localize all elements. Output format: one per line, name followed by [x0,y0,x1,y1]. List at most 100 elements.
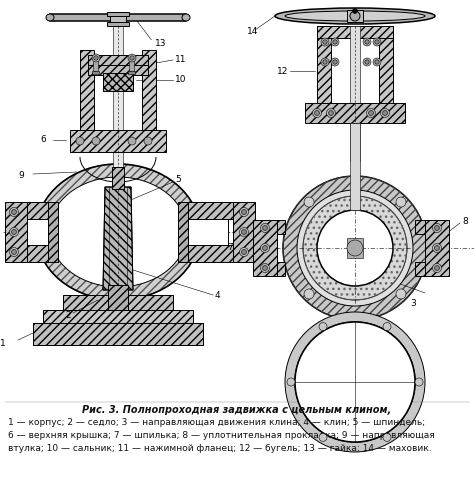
Circle shape [435,245,439,251]
Bar [275,262,285,276]
Circle shape [304,197,314,207]
Circle shape [396,289,406,299]
Circle shape [368,110,374,116]
Text: 3: 3 [410,298,416,308]
Circle shape [295,322,415,442]
Bar [108,285,128,310]
Circle shape [432,224,441,232]
Circle shape [9,207,18,216]
Bar [128,71,136,74]
Bar [188,219,228,245]
Circle shape [317,210,393,286]
Circle shape [239,228,248,237]
Circle shape [239,247,248,256]
Circle shape [381,108,390,118]
Bar [5,202,27,262]
Circle shape [242,229,246,234]
Bar [33,323,203,345]
Circle shape [287,378,295,386]
Text: втулка; 10 — сальник; 11 — нажимной фланец; 12 — бугель; 13 — гайка; 14 — махови: втулка; 10 — сальник; 11 — нажимной флан… [8,444,432,453]
Ellipse shape [46,14,54,21]
Bar [112,167,124,189]
Circle shape [365,40,369,44]
Bar [63,295,173,315]
Bar [347,10,363,22]
Circle shape [315,110,319,116]
Bar [80,50,94,140]
Circle shape [331,58,339,66]
Bar [48,202,58,262]
Ellipse shape [182,14,190,21]
Bar [379,26,393,111]
Bar [25,245,53,262]
Bar [88,65,148,75]
Ellipse shape [285,11,425,21]
Bar [113,26,123,278]
Circle shape [375,40,379,44]
Bar [275,220,285,234]
Circle shape [328,110,334,116]
Circle shape [323,60,327,64]
Circle shape [144,137,152,145]
Circle shape [319,322,327,331]
Circle shape [432,243,441,253]
Bar [178,202,188,262]
Bar [305,103,405,123]
Circle shape [350,11,360,21]
Text: 12: 12 [277,67,288,76]
Bar [350,123,360,210]
Bar [415,262,425,276]
Bar [415,220,425,234]
Bar [110,12,126,26]
Circle shape [435,266,439,270]
Circle shape [383,433,391,442]
Ellipse shape [36,164,200,300]
Circle shape [373,38,381,46]
Circle shape [312,108,321,118]
Circle shape [297,190,413,306]
Circle shape [347,240,363,256]
Text: 6: 6 [40,135,46,145]
Circle shape [333,60,337,64]
Circle shape [263,266,267,270]
Bar [70,130,166,152]
Ellipse shape [49,177,187,287]
Bar [128,56,136,59]
Circle shape [295,322,415,442]
Bar [142,50,156,140]
Circle shape [321,38,329,46]
Circle shape [76,137,84,145]
Text: 6 — верхняя крышка; 7 — шпилька; 8 — уплотнительная прокладка; 9 — направляющая: 6 — верхняя крышка; 7 — шпилька; 8 — упл… [8,431,435,440]
Circle shape [435,226,439,230]
Circle shape [321,58,329,66]
Circle shape [239,207,248,216]
Text: 4: 4 [215,291,220,299]
Circle shape [363,58,371,66]
Circle shape [415,378,423,386]
Circle shape [263,226,267,230]
Circle shape [366,108,375,118]
Circle shape [130,56,134,60]
Circle shape [383,110,387,116]
Bar [317,26,331,111]
Circle shape [331,38,339,46]
Bar [43,310,193,325]
Text: 14: 14 [247,27,258,37]
Circle shape [263,245,267,251]
Circle shape [9,247,18,256]
Circle shape [261,243,270,253]
Text: Рис. 3. Полнопроходная задвижка с цельным клином,: Рис. 3. Полнопроходная задвижка с цельны… [82,405,392,415]
Circle shape [396,197,406,207]
Bar [33,323,203,345]
Circle shape [128,137,136,145]
Circle shape [92,137,100,145]
Circle shape [11,250,17,254]
Circle shape [11,210,17,214]
Bar [188,202,233,219]
Circle shape [261,264,270,272]
Bar [25,202,53,219]
Text: 13: 13 [155,40,166,49]
Bar [92,71,100,74]
Bar [107,22,129,26]
Circle shape [304,289,314,299]
